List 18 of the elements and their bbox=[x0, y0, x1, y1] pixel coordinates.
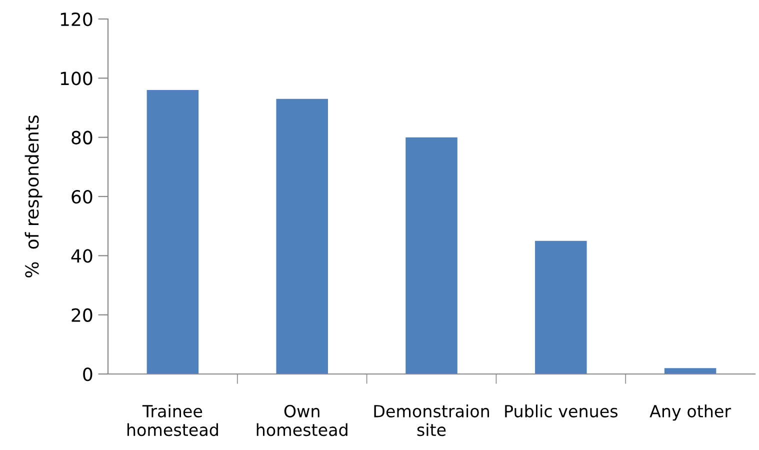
x-tick-label: Public venues bbox=[505, 404, 618, 418]
y-tick-label: 120 bbox=[60, 12, 92, 26]
y-tick-label: 20 bbox=[72, 308, 92, 322]
y-tick-label: 100 bbox=[60, 72, 92, 86]
bar bbox=[276, 98, 328, 374]
x-tick-label: Own homestead bbox=[256, 404, 348, 436]
bar bbox=[406, 137, 458, 374]
x-tick-label: Trainee homestead bbox=[127, 404, 218, 436]
bar bbox=[664, 368, 716, 374]
y-tick-label: 80 bbox=[72, 130, 92, 144]
y-tick-label: 60 bbox=[72, 190, 92, 204]
y-tick-label: 40 bbox=[71, 249, 92, 263]
y-axis-title: % of respondents bbox=[24, 116, 42, 278]
bar bbox=[146, 90, 199, 374]
x-tick-label: Demonstraion site bbox=[374, 404, 489, 436]
y-tick-label: 0 bbox=[83, 367, 92, 382]
x-tick-label: Any other bbox=[650, 404, 732, 421]
bar bbox=[535, 240, 587, 374]
